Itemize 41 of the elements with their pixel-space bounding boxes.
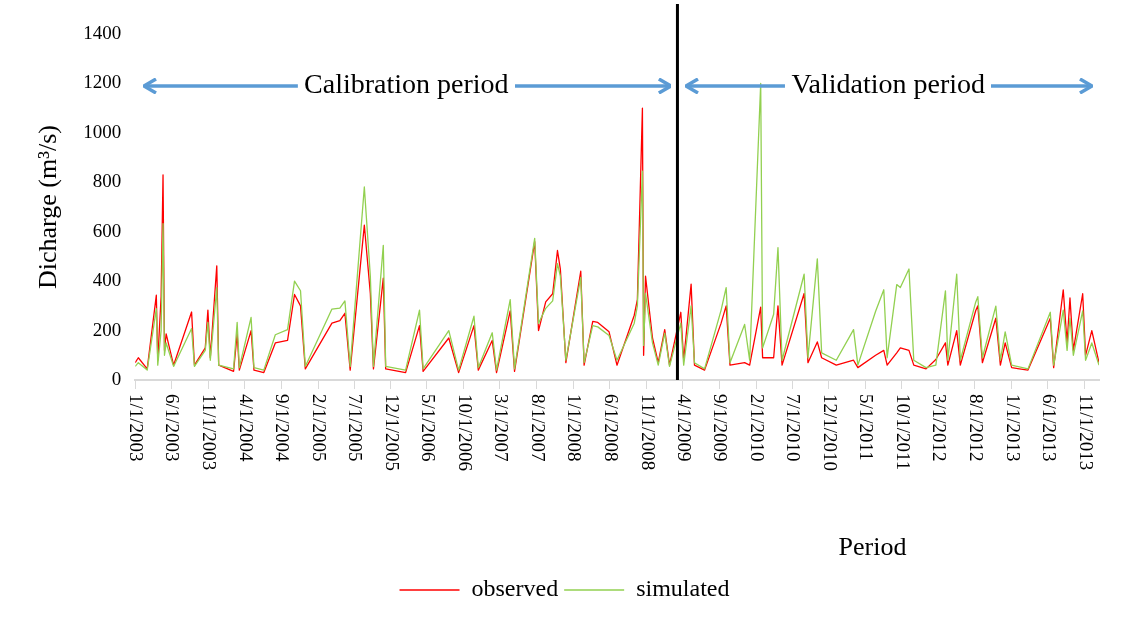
x-tick-label: 1/1/2008	[564, 394, 586, 462]
x-tick-label: 11/1/2003	[199, 394, 221, 471]
x-tick-label: 6/1/2003	[162, 394, 184, 462]
x-tick-label: 7/1/2005	[345, 394, 367, 462]
x-tick-label: 7/1/2010	[783, 394, 805, 462]
y-tick-label: 0	[111, 367, 122, 389]
y-tick-label: 1000	[83, 120, 122, 142]
x-axis-title: Period	[838, 531, 907, 561]
x-tick-label: 4/1/2009	[673, 394, 695, 462]
x-tick-label: 8/1/2007	[527, 394, 549, 462]
y-tick-label: 1200	[83, 71, 122, 93]
x-tick-label: 6/1/2008	[600, 394, 622, 462]
x-tick-label: 9/1/2009	[710, 394, 732, 462]
x-tick-label: 8/1/2012	[965, 394, 987, 462]
y-axis-title: Dicharge (m³/s)	[33, 125, 63, 289]
y-tick-label: 800	[92, 170, 122, 192]
x-tick-label: 10/1/2011	[892, 394, 914, 471]
x-tick-label: 6/1/2013	[1038, 394, 1060, 462]
x-tick-label: 5/1/2006	[417, 394, 439, 462]
y-tick-label: 600	[92, 219, 122, 241]
x-tick-label: 12/1/2005	[381, 394, 403, 472]
y-tick-label: 1400	[83, 21, 122, 43]
annotation: Validation period	[791, 67, 986, 100]
x-tick-label: 9/1/2004	[272, 394, 294, 463]
x-tick-label: 12/1/2010	[819, 394, 841, 472]
x-tick-label: 1/1/2013	[1002, 394, 1024, 462]
x-tick-label: 4/1/2004	[235, 394, 257, 463]
x-tick-label: 3/1/2007	[490, 394, 512, 462]
legend-label: observed	[471, 575, 559, 602]
annotation: Calibration period	[304, 67, 509, 100]
x-tick-label: 11/1/2013	[1075, 394, 1097, 471]
y-tick-label: 400	[92, 269, 122, 291]
x-tick-label: 5/1/2011	[856, 394, 878, 461]
x-tick-label: 2/1/2005	[309, 394, 331, 462]
x-tick-label: 1/1/2003	[126, 394, 148, 462]
x-tick-label: 2/1/2010	[747, 394, 769, 462]
x-tick-label: 11/1/2008	[637, 394, 659, 471]
x-tick-label: 3/1/2012	[929, 394, 951, 462]
legend-label: simulated	[636, 575, 730, 602]
y-tick-label: 200	[92, 318, 122, 340]
x-tick-label: 10/1/2006	[454, 394, 476, 472]
